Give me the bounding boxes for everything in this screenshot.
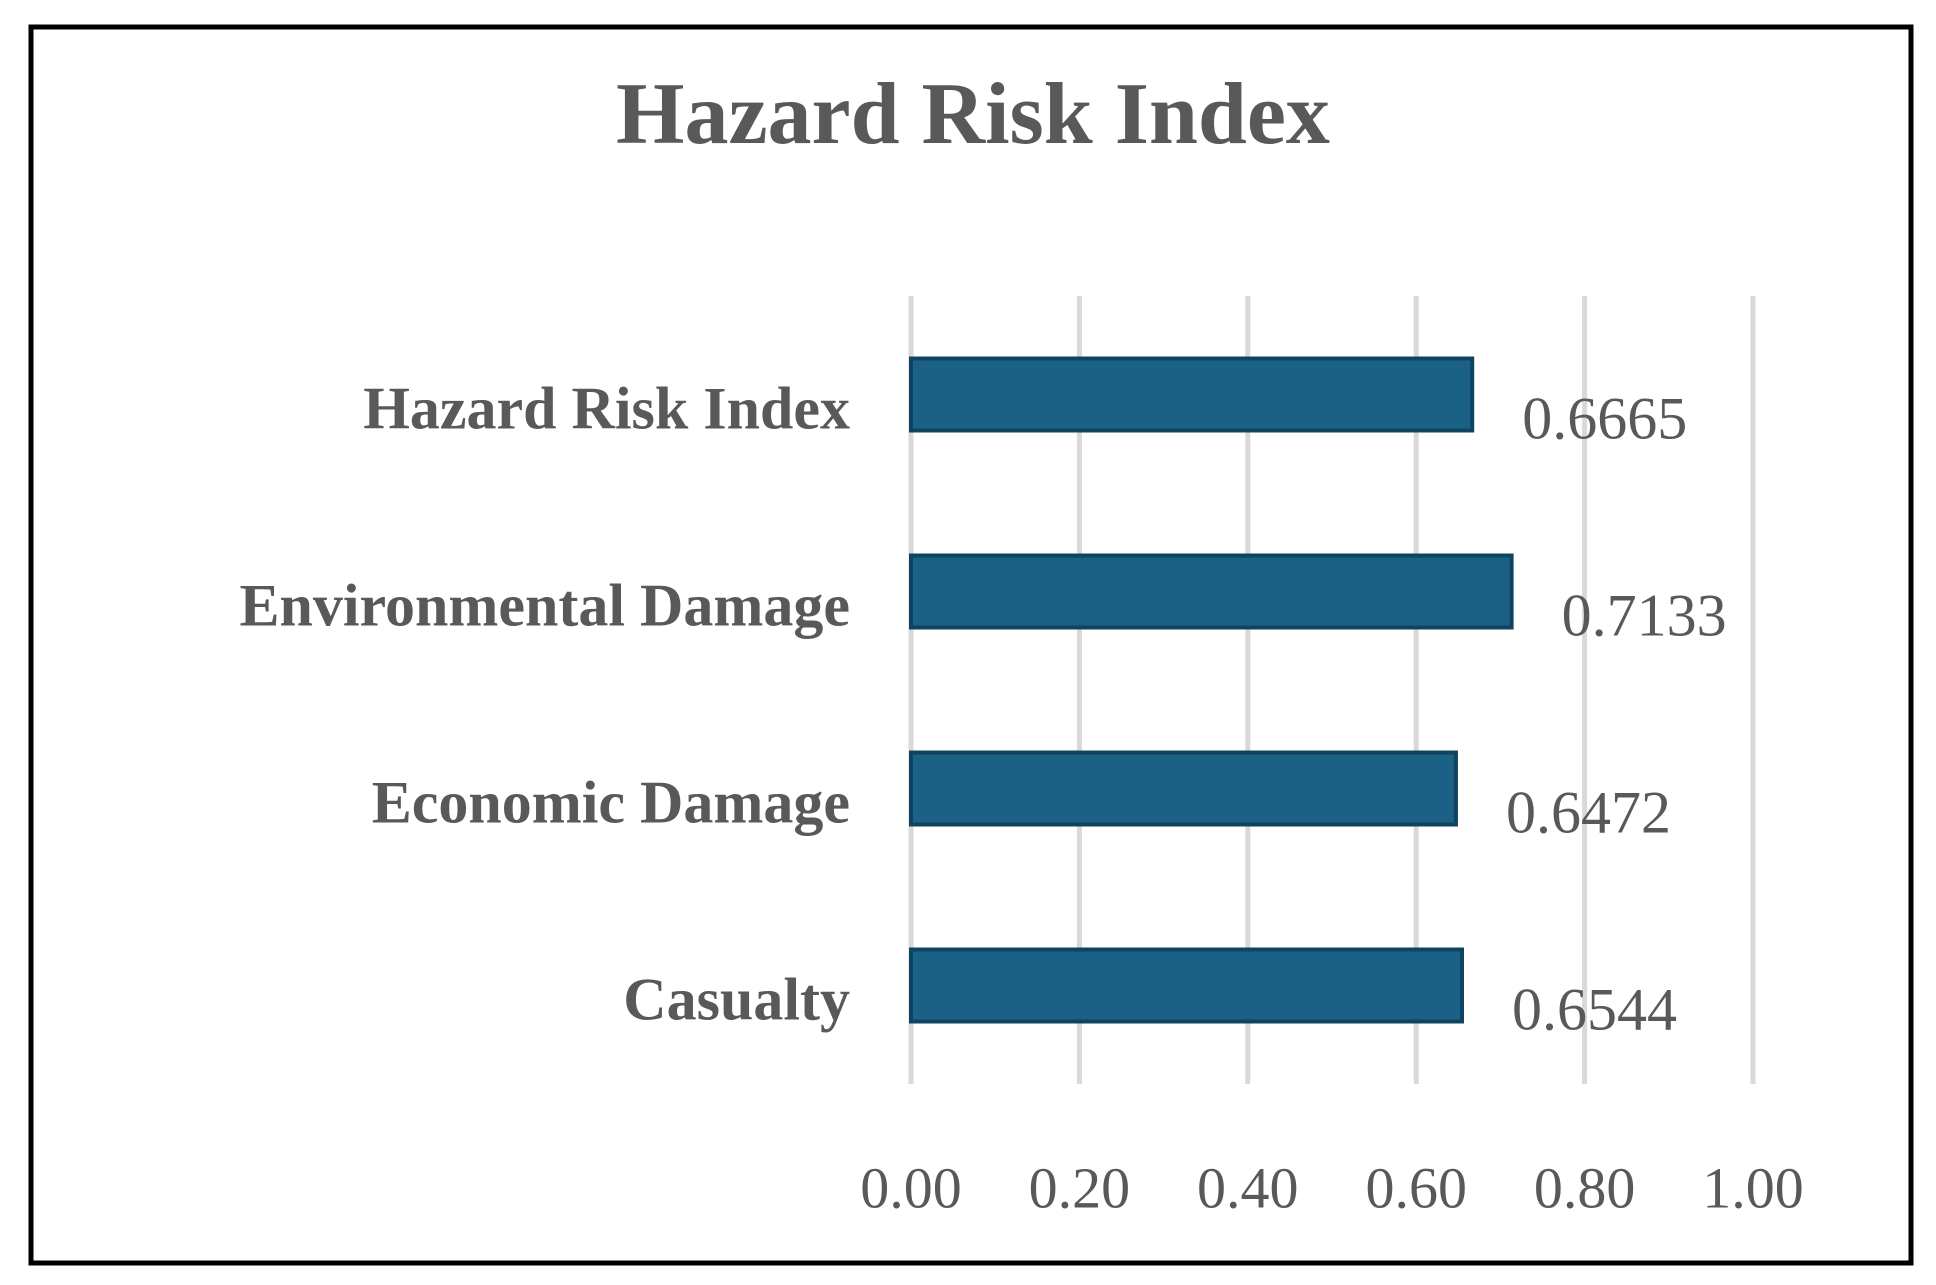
chart-title: Hazard Risk Index: [616, 66, 1330, 163]
bar: [909, 750, 1458, 827]
x-tick-label: 0.40: [1197, 1155, 1299, 1220]
bar: [909, 947, 1465, 1024]
bar: [909, 553, 1514, 630]
x-tick-label: 0.20: [1029, 1155, 1131, 1220]
x-tick-label: 0.00: [860, 1155, 962, 1220]
data-label: 0.7133: [1562, 582, 1727, 648]
x-tick-label: 0.60: [1365, 1155, 1467, 1220]
data-label: 0.6472: [1506, 779, 1671, 845]
y-tick-label: Environmental Damage: [239, 572, 850, 638]
data-label: 0.6544: [1512, 976, 1677, 1042]
y-tick-label: Hazard Risk Index: [363, 375, 850, 441]
y-tick-label: Economic Damage: [372, 769, 850, 835]
x-tick-label: 1.00: [1702, 1155, 1804, 1220]
chart-border: [28, 24, 1914, 1266]
x-tick-label: 0.80: [1534, 1155, 1636, 1220]
bar: [909, 356, 1475, 433]
data-label: 0.6665: [1522, 385, 1687, 451]
y-tick-label: Casualty: [623, 966, 850, 1032]
